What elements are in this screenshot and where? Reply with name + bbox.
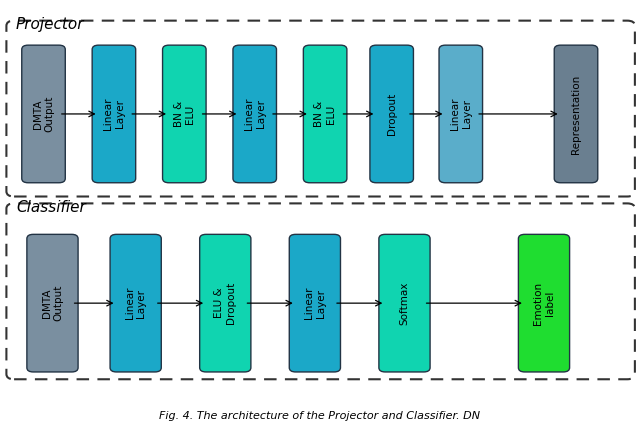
FancyBboxPatch shape	[92, 45, 136, 183]
FancyBboxPatch shape	[439, 45, 483, 183]
FancyBboxPatch shape	[110, 234, 161, 372]
Text: Emotion
label: Emotion label	[533, 282, 555, 325]
Text: DMTA
Output: DMTA Output	[42, 285, 63, 321]
Text: Projector: Projector	[16, 17, 84, 32]
FancyBboxPatch shape	[379, 234, 430, 372]
Text: Classifier: Classifier	[16, 200, 86, 215]
Text: Linear
Layer: Linear Layer	[125, 287, 147, 319]
Text: BN &
ELU: BN & ELU	[173, 101, 195, 127]
FancyBboxPatch shape	[233, 45, 276, 183]
Text: Representation: Representation	[571, 74, 581, 154]
FancyBboxPatch shape	[27, 234, 78, 372]
Text: DMTA
Output: DMTA Output	[33, 96, 54, 132]
Text: Dropout: Dropout	[387, 93, 397, 135]
FancyBboxPatch shape	[200, 234, 251, 372]
FancyBboxPatch shape	[554, 45, 598, 183]
FancyBboxPatch shape	[289, 234, 340, 372]
Text: Linear
Layer: Linear Layer	[244, 98, 266, 130]
FancyBboxPatch shape	[303, 45, 347, 183]
FancyBboxPatch shape	[22, 45, 65, 183]
Text: Fig. 4. The architecture of the Projector and Classifier. DN: Fig. 4. The architecture of the Projecto…	[159, 412, 481, 421]
Text: Softmax: Softmax	[399, 282, 410, 325]
Text: Linear
Layer: Linear Layer	[450, 98, 472, 130]
Text: Linear
Layer: Linear Layer	[304, 287, 326, 319]
Text: BN &
ELU: BN & ELU	[314, 101, 336, 127]
FancyBboxPatch shape	[518, 234, 570, 372]
Text: ELU &
Dropout: ELU & Dropout	[214, 282, 236, 324]
Text: Linear
Layer: Linear Layer	[103, 98, 125, 130]
FancyBboxPatch shape	[370, 45, 413, 183]
FancyBboxPatch shape	[163, 45, 206, 183]
